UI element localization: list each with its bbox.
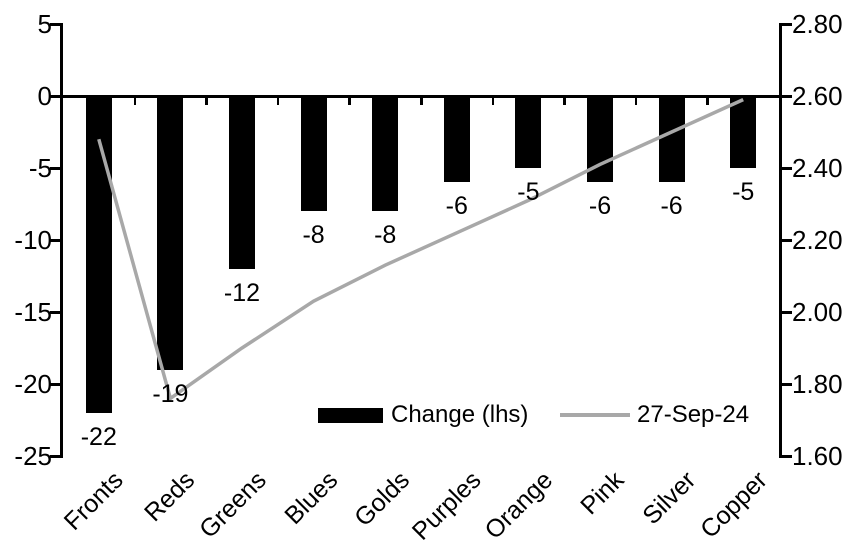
right-axis-tick bbox=[779, 94, 792, 98]
bar-orange bbox=[515, 96, 542, 168]
x-axis-boundary-tick bbox=[348, 96, 351, 105]
trend-line bbox=[97, 98, 744, 402]
right-axis-tick bbox=[779, 310, 792, 314]
bar-purples bbox=[443, 96, 470, 183]
legend-label-change-lhs: Change (lhs) bbox=[391, 401, 529, 428]
right-axis-tick bbox=[779, 22, 792, 26]
bar-greens bbox=[229, 96, 255, 269]
left-axis-tick bbox=[50, 382, 63, 386]
right-axis-tick bbox=[779, 382, 792, 386]
bar-golds bbox=[372, 96, 399, 212]
bar-blues bbox=[300, 96, 327, 212]
legend-line-swatch bbox=[560, 413, 630, 417]
legend-label-date: 27-Sep-24 bbox=[637, 401, 750, 428]
left-axis-tick bbox=[50, 310, 63, 314]
x-axis-boundary-tick bbox=[420, 96, 423, 105]
bar-fronts bbox=[85, 96, 112, 413]
left-axis-tick bbox=[50, 22, 63, 26]
left-axis-tick bbox=[50, 238, 63, 242]
left-axis-tick bbox=[50, 94, 63, 98]
bar-reds bbox=[157, 96, 184, 370]
x-axis-boundary-tick bbox=[491, 96, 495, 105]
x-axis-boundary-tick bbox=[205, 96, 208, 105]
x-axis-boundary-tick bbox=[634, 96, 638, 105]
x-axis-boundary-tick bbox=[563, 96, 566, 105]
x-axis-boundary-tick bbox=[133, 96, 137, 105]
left-axis-tick bbox=[50, 454, 63, 458]
right-axis-tick bbox=[779, 238, 792, 242]
right-axis-tick bbox=[779, 454, 792, 458]
legend-bar-swatch bbox=[318, 408, 383, 423]
left-axis-tick bbox=[50, 166, 63, 170]
bar-copper bbox=[730, 96, 757, 168]
bar-silver bbox=[658, 96, 685, 183]
right-axis-tick bbox=[779, 166, 792, 170]
x-axis-boundary-tick bbox=[276, 96, 280, 105]
x-axis-boundary-tick bbox=[706, 96, 709, 105]
